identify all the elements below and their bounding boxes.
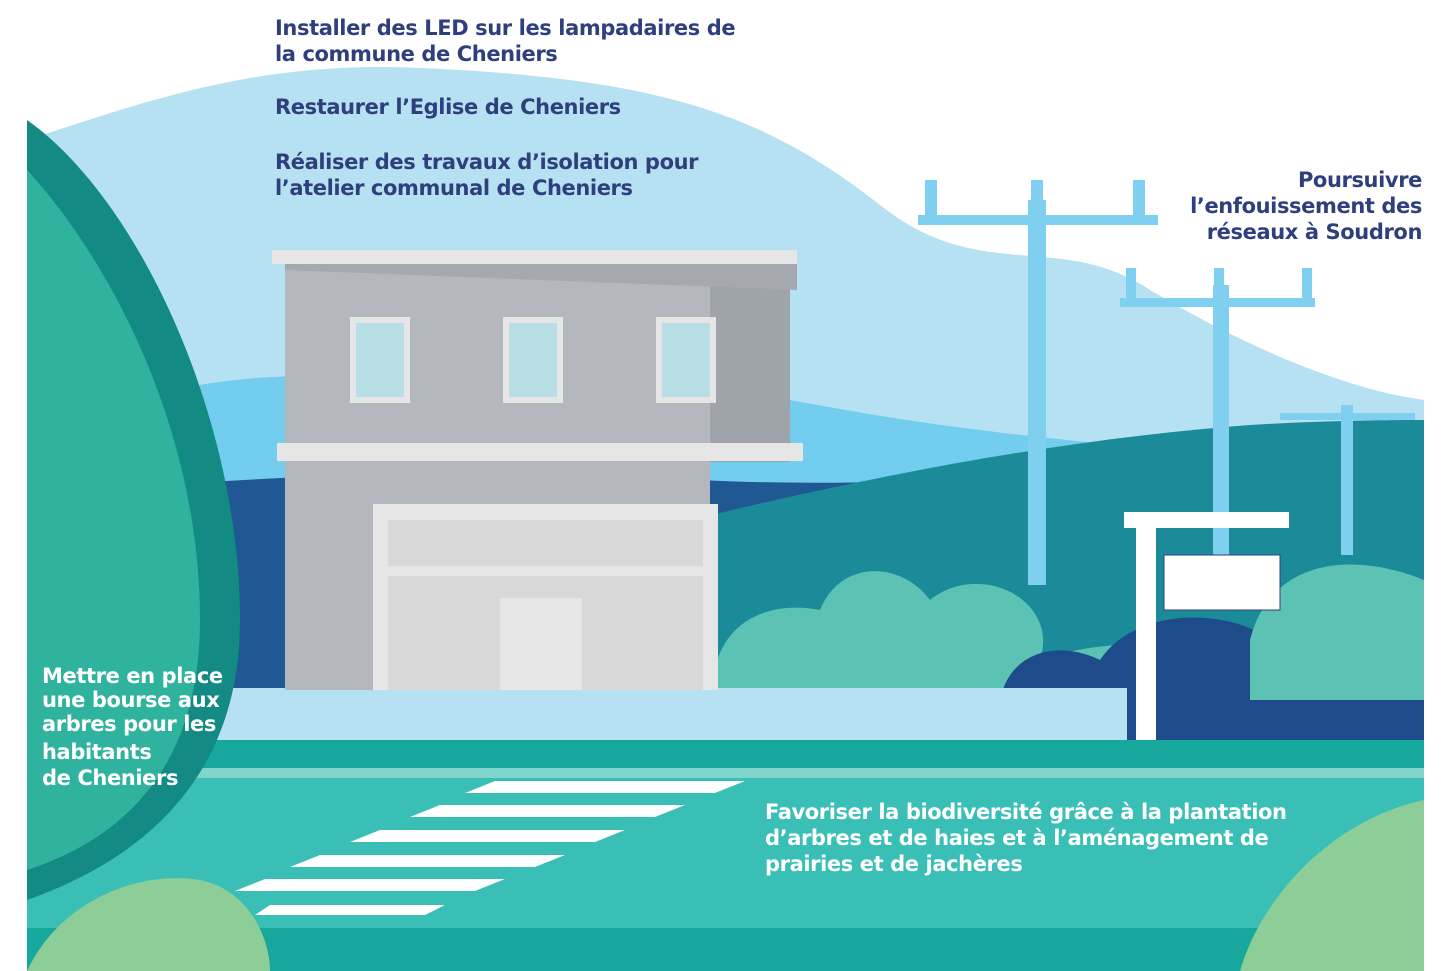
- label-line: Favoriser la biodiversité grâce à la pla…: [765, 800, 1287, 824]
- green-hill: [1240, 800, 1424, 971]
- green-hill: [27, 878, 270, 971]
- label-line: l’atelier communal de Cheniers: [275, 176, 633, 200]
- label-line: l’enfouissement des: [1190, 194, 1422, 218]
- label-line: une bourse aux: [42, 688, 220, 712]
- sign: [1124, 512, 1289, 740]
- road-light: [27, 778, 1424, 928]
- label-line: la commune de Cheniers: [275, 42, 557, 66]
- label-line: réseaux à Soudron: [1207, 220, 1422, 244]
- road-strip: [27, 768, 1424, 778]
- bush: [1250, 564, 1424, 700]
- crosswalk: [235, 781, 745, 915]
- tree: [27, 170, 200, 870]
- label-line: Poursuivre: [1298, 168, 1422, 192]
- building: [272, 250, 803, 690]
- label-line: de Cheniers: [42, 766, 178, 790]
- label-line: Mettre en place: [42, 664, 223, 688]
- label-line: Réaliser des travaux d’isolation pour: [275, 150, 699, 174]
- power-poles: [918, 180, 1415, 585]
- label-line: arbres pour les: [42, 712, 216, 736]
- label-line: d’arbres et de haies et à l’aménagement …: [765, 826, 1269, 850]
- label-line: habitants: [42, 740, 151, 764]
- label-line: prairies et de jachères: [765, 852, 1022, 876]
- label-line: Installer des LED sur les lampadaires de: [275, 16, 735, 40]
- label-line: Restaurer l’Eglise de Cheniers: [275, 95, 621, 119]
